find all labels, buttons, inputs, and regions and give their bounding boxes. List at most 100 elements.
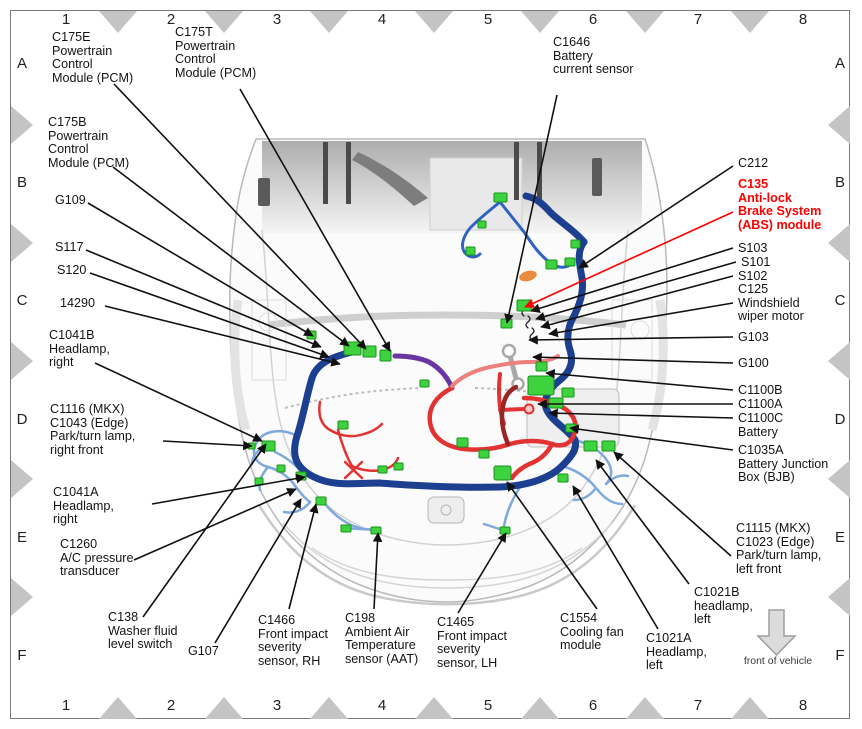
label-g100: G100 — [738, 356, 769, 370]
label-s120: S120 — [57, 263, 87, 277]
grid-row-left-d: D — [16, 411, 28, 428]
connector — [456, 437, 469, 448]
leader-lines — [85, 83, 737, 644]
leader-line-c1041a — [151, 473, 306, 505]
grid-row-right-a: A — [834, 55, 845, 72]
harness-red-light — [450, 354, 560, 388]
grid-col-bottom-5: 5 — [483, 697, 493, 714]
grid-col-top-7: 7 — [693, 11, 703, 28]
leader-line-c212 — [578, 165, 734, 269]
label-14290: 14290 — [60, 296, 96, 310]
label-c1100a: C1100A — [738, 397, 783, 411]
leader-line-c135-abs — [524, 211, 734, 308]
connector — [379, 349, 392, 362]
grid-col-top-8: 8 — [798, 11, 808, 28]
label-c1554: C1554 Cooling fan module — [560, 611, 624, 653]
leader-line-c1041b — [94, 362, 263, 442]
connector — [583, 440, 598, 452]
leader-line-c1021b — [595, 459, 690, 585]
label-c135-abs-module: C135 Anti-lock Brake System (ABS) module — [738, 177, 822, 232]
grid-col-bottom-3: 3 — [272, 697, 282, 714]
label-c198: C198 Ambient Air Temperature sensor (AAT… — [345, 611, 419, 666]
label-c1465: C1465 Front impact severity sensor, LH — [437, 615, 507, 670]
leader-line-c198 — [372, 532, 383, 610]
leader-line-c1554 — [506, 481, 598, 610]
front-of-vehicle-arrow-icon — [756, 609, 797, 657]
grid-col-bottom-4: 4 — [377, 697, 387, 714]
label-c1100b: C1100B — [738, 383, 783, 397]
leader-line-c1100c — [548, 408, 734, 419]
label-c1021b: C1021B headlamp, left — [694, 585, 753, 627]
label-c212: C212 — [738, 156, 769, 170]
leader-line-14290 — [104, 305, 341, 367]
grid-col-top-4: 4 — [377, 11, 387, 28]
label-c1115-c1023: C1115 (MKX) C1023 (Edge) Park/turn lamp,… — [736, 521, 822, 576]
connector — [601, 440, 616, 452]
connector — [557, 473, 569, 483]
grid-row-right-b: B — [834, 174, 845, 191]
grid-col-top-2: 2 — [166, 11, 176, 28]
orange-sleeve — [519, 270, 537, 282]
leader-line-c1115 — [613, 451, 732, 557]
battery-terminal-ring — [523, 403, 535, 415]
label-c175b: C175B Powertrain Control Module (PCM) — [48, 115, 130, 170]
connector — [499, 526, 511, 535]
connector — [478, 449, 490, 459]
grid-col-bottom-1: 1 — [61, 697, 71, 714]
connector — [535, 361, 548, 372]
label-c1466: C1466 Front impact severity sensor, RH — [258, 613, 328, 668]
label-c1646: C1646 Battery current sensor — [553, 35, 634, 77]
label-c1041b: C1041B Headlamp, right — [49, 328, 110, 370]
connector — [337, 420, 349, 430]
grid-row-left-f: F — [17, 647, 27, 664]
label-g107: G107 — [188, 644, 219, 658]
leader-line-s103 — [530, 247, 734, 313]
leader-line-c1646 — [504, 94, 558, 324]
connector — [315, 496, 327, 506]
connector — [377, 465, 388, 474]
connector — [370, 526, 382, 535]
label-s117: S117 — [55, 240, 84, 254]
leader-line-g109 — [87, 202, 314, 337]
grid-row-right-c: C — [834, 292, 846, 309]
leader-line-s102 — [540, 275, 734, 330]
connector — [340, 524, 352, 533]
label-c175t: C175T Powertrain Control Module (PCM) — [175, 25, 257, 80]
grid-row-right-e: E — [834, 529, 845, 546]
grid-row-left-e: E — [16, 529, 27, 546]
connector — [493, 465, 512, 481]
connector — [465, 246, 476, 256]
leader-line-c125 — [548, 302, 734, 338]
grid-col-bottom-8: 8 — [798, 697, 808, 714]
grid-col-top-5: 5 — [483, 11, 493, 28]
leader-line-c1021a — [572, 485, 659, 630]
connector — [548, 397, 564, 409]
grid-row-left-a: A — [16, 55, 27, 72]
grid-row-right-d: D — [834, 411, 846, 428]
label-s103: S103 — [738, 241, 768, 255]
leader-line-s101 — [535, 261, 737, 322]
label-c138: C138 Washer fluid level switch — [108, 610, 178, 652]
leader-line-s120 — [89, 272, 330, 359]
label-c1100c: C1100C Battery — [738, 411, 784, 439]
grid-triangles — [11, 11, 850, 719]
grid-row-left-b: B — [16, 174, 27, 191]
grid-col-bottom-6: 6 — [588, 697, 598, 714]
grid-col-top-3: 3 — [272, 11, 282, 28]
grid-col-bottom-2: 2 — [166, 697, 176, 714]
harness-blue-thin — [461, 200, 576, 269]
connector — [419, 379, 430, 388]
leader-line-c1116 — [162, 440, 253, 451]
grid-col-top-1: 1 — [61, 11, 71, 28]
front-of-vehicle-label: front of vehicle — [743, 655, 813, 667]
label-c1041a: C1041A Headlamp, right — [53, 485, 114, 527]
leader-line-c175t — [239, 88, 391, 352]
leader-line-s117 — [85, 249, 322, 349]
connector — [564, 257, 576, 267]
leader-line-c1465 — [457, 532, 507, 614]
connector — [393, 462, 404, 471]
label-g109: G109 — [55, 193, 86, 207]
leader-line-c175e — [113, 83, 367, 350]
label-g103: G103 — [738, 330, 769, 344]
